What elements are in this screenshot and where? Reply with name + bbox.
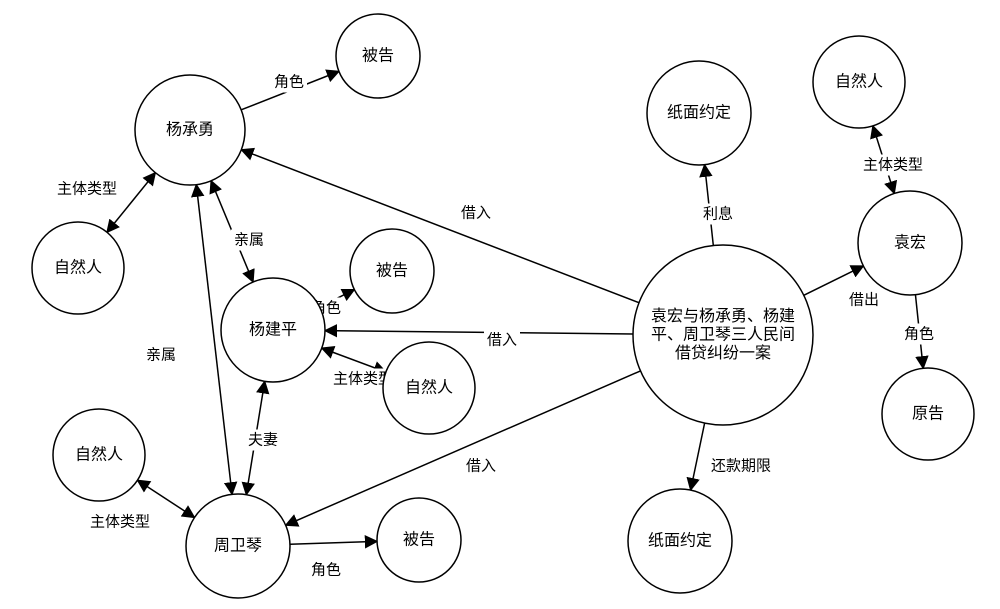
node-label: 自然人	[835, 73, 883, 91]
node-ziran1: 自然人	[32, 222, 124, 314]
node-ziran3: 自然人	[53, 409, 145, 501]
edge-case-ycy	[241, 150, 639, 303]
node-label: 袁宏	[894, 234, 926, 252]
edge-label-case-yjp: 借入	[487, 332, 517, 349]
edge-label-yh-ziran4: 主体类型	[863, 157, 923, 174]
node-label: 自然人	[75, 446, 123, 464]
node-label: 自然人	[405, 379, 453, 397]
nodes-layer: 被告杨承勇自然人杨建平被告自然人自然人周卫琴被告纸面约定自然人袁宏原告纸面约定袁…	[32, 14, 974, 598]
node-zwq: 周卫琴	[186, 494, 290, 598]
node-label: 纸面约定	[648, 532, 712, 550]
edge-label-case-zmyd2: 还款期限	[711, 458, 771, 475]
edge-yjp-ziran2	[322, 348, 386, 372]
node-label: 平、周卫琴三人民间	[651, 326, 795, 344]
node-label: 袁宏与杨承勇、杨建	[651, 307, 795, 325]
node-label: 被告	[362, 47, 394, 65]
node-zmyd1: 纸面约定	[647, 61, 751, 165]
node-label: 借贷纠纷一案	[675, 344, 771, 362]
edge-label-case-yh: 借出	[849, 292, 879, 309]
edge-case-zmyd2	[691, 423, 705, 490]
edge-label-zwq-ziran3: 主体类型	[90, 514, 150, 531]
node-zmyd2: 纸面约定	[628, 489, 732, 593]
edge-label-case-ycy: 借入	[461, 205, 491, 222]
node-label: 自然人	[54, 259, 102, 277]
node-yuangao: 原告	[882, 368, 974, 460]
node-beigao3: 被告	[377, 498, 461, 582]
node-label: 被告	[403, 531, 435, 549]
node-label: 纸面约定	[667, 104, 731, 122]
node-label: 周卫琴	[214, 538, 262, 555]
edge-label-yjp-zwq: 夫妻	[248, 432, 278, 449]
node-ziran4: 自然人	[813, 36, 905, 128]
edge-label-zwq-beigao3: 角色	[311, 562, 341, 579]
node-yjp: 杨建平	[221, 278, 325, 382]
node-label: 原告	[912, 405, 944, 423]
node-case: 袁宏与杨承勇、杨建平、周卫琴三人民间借贷纠纷一案	[633, 245, 813, 425]
node-label: 被告	[376, 262, 408, 280]
node-beigao1: 被告	[336, 14, 420, 98]
node-beigao2: 被告	[350, 229, 434, 313]
edge-case-yjp	[325, 331, 633, 334]
edge-zwq-beigao3	[290, 541, 377, 544]
edge-label-yh-yuangao: 角色	[904, 326, 934, 343]
node-ziran2: 自然人	[383, 342, 475, 434]
edge-label-ycy-yjp: 亲属	[234, 232, 264, 249]
node-ycy: 杨承勇	[135, 75, 245, 185]
node-label: 杨建平	[249, 321, 297, 339]
edge-label-ycy-beigao1: 角色	[274, 74, 304, 91]
node-yh: 袁宏	[858, 191, 962, 295]
edge-label-case-zmyd1: 利息	[703, 206, 733, 223]
edge-label-case-zwq: 借入	[466, 458, 496, 475]
node-label: 杨承勇	[166, 121, 214, 139]
edge-label-ycy-zwq: 亲属	[146, 347, 176, 364]
edge-label-ycy-ziran1: 主体类型	[57, 181, 117, 198]
